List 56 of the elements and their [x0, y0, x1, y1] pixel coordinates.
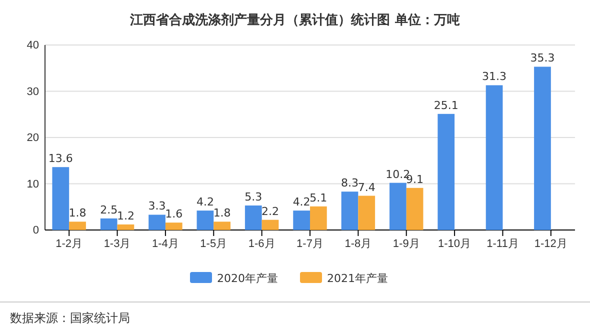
legend-label: 2020年产量 — [217, 272, 278, 285]
y-tick-label: 10 — [26, 178, 39, 190]
legend-label: 2021年产量 — [327, 272, 388, 285]
bar — [165, 222, 182, 230]
bar — [534, 66, 551, 230]
bar — [214, 222, 230, 230]
bar — [244, 205, 262, 230]
data-label: 4.2 — [196, 196, 214, 209]
data-label: 13.6 — [48, 152, 73, 166]
bar — [438, 114, 455, 230]
data-label: 2.2 — [262, 204, 279, 218]
bar — [69, 222, 86, 230]
bar — [310, 206, 327, 230]
x-tick-label: 1-12月 — [534, 238, 568, 250]
x-tick-label: 1-8月 — [344, 238, 372, 250]
data-label: 1.8 — [68, 206, 86, 220]
x-tick-label: 1-10月 — [438, 238, 472, 250]
data-label: 5.1 — [310, 191, 328, 204]
data-label: 35.3 — [530, 52, 555, 65]
x-tick-label: 1-6月 — [248, 238, 276, 250]
source-note: 数据来源：国家统计局 — [10, 311, 130, 325]
y-tick-label: 0 — [32, 224, 39, 237]
bar — [341, 192, 358, 230]
bar — [100, 218, 118, 230]
bar — [390, 182, 406, 230]
data-label: 1.6 — [165, 208, 183, 221]
x-tick-label: 1-11月 — [486, 238, 519, 250]
x-tick-label: 1-4月 — [152, 238, 179, 250]
data-label: 8.3 — [341, 176, 358, 190]
y-tick-label: 40 — [26, 40, 39, 52]
bar — [148, 214, 166, 230]
y-tick-label: 30 — [26, 86, 39, 98]
bar — [358, 196, 376, 230]
bar — [486, 85, 503, 230]
data-label: 7.4 — [358, 180, 376, 194]
data-label: 3.3 — [148, 200, 166, 213]
x-tick-label: 1-5月 — [200, 238, 228, 250]
data-label: 1.2 — [116, 209, 134, 222]
x-tick-label: 1-9月 — [392, 238, 420, 250]
y-tick-label: 20 — [26, 132, 39, 144]
data-label: 25.1 — [434, 98, 458, 112]
bar — [293, 210, 310, 230]
x-tick-label: 1-7月 — [296, 238, 324, 250]
x-tick-label: 1-3月 — [104, 238, 131, 250]
data-label: 1.8 — [213, 206, 231, 220]
bar — [262, 220, 279, 230]
data-label: 31.3 — [482, 70, 507, 84]
data-label: 4.2 — [292, 196, 310, 209]
bar — [196, 210, 214, 230]
data-label: 2.5 — [100, 203, 118, 216]
bar — [406, 188, 424, 230]
bar — [52, 167, 70, 230]
x-tick-label: 1-2月 — [56, 238, 83, 250]
bar — [117, 224, 134, 230]
data-label: 5.3 — [244, 190, 262, 204]
chart-title: 江西省合成洗涤剂产量分月（累计值）统计图 单位：万吨 — [129, 12, 460, 28]
